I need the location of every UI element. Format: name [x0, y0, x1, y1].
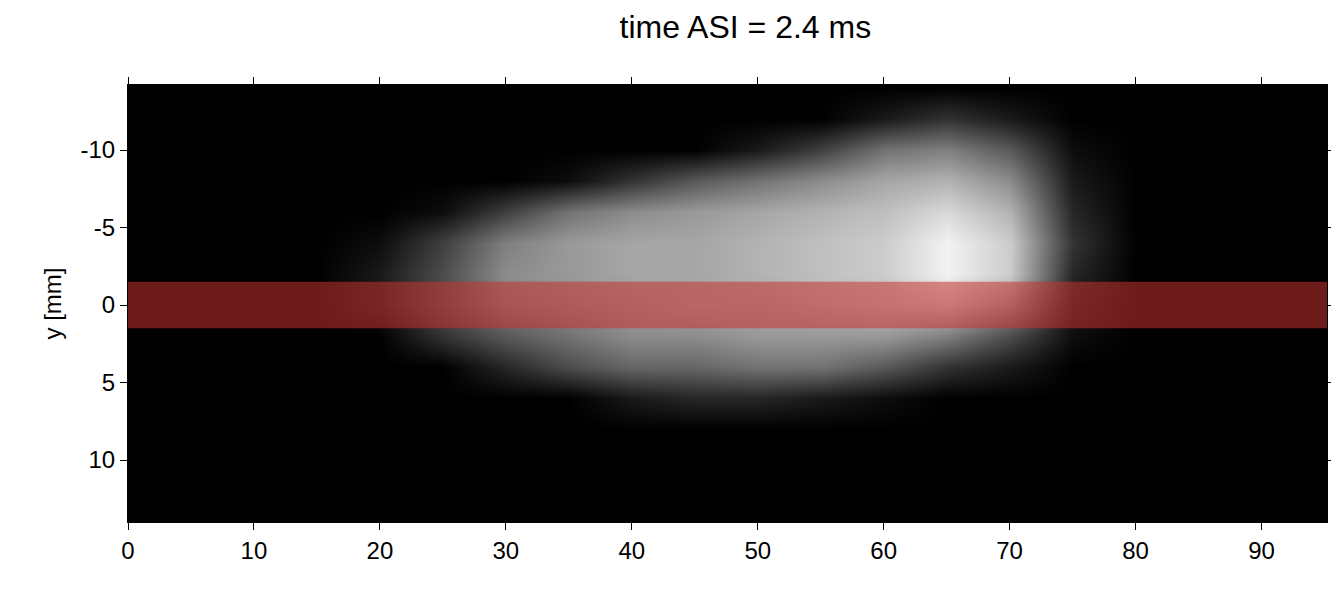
svg-text:70: 70: [996, 537, 1023, 564]
svg-text:50: 50: [744, 537, 771, 564]
svg-text:40: 40: [618, 537, 645, 564]
svg-text:-5: -5: [94, 214, 115, 241]
svg-text:90: 90: [1248, 537, 1275, 564]
svg-text:5: 5: [102, 369, 115, 396]
svg-text:60: 60: [870, 537, 897, 564]
svg-text:10: 10: [88, 446, 115, 473]
svg-text:-10: -10: [81, 136, 116, 163]
svg-text:0: 0: [102, 291, 115, 318]
svg-text:0: 0: [121, 537, 134, 564]
svg-text:30: 30: [492, 537, 519, 564]
svg-text:20: 20: [367, 537, 394, 564]
svg-text:10: 10: [241, 537, 268, 564]
svg-text:80: 80: [1122, 537, 1149, 564]
svg-text:time ASI = 2.4 ms: time ASI = 2.4 ms: [620, 9, 872, 45]
svg-text:y [mm]: y [mm]: [39, 268, 66, 340]
